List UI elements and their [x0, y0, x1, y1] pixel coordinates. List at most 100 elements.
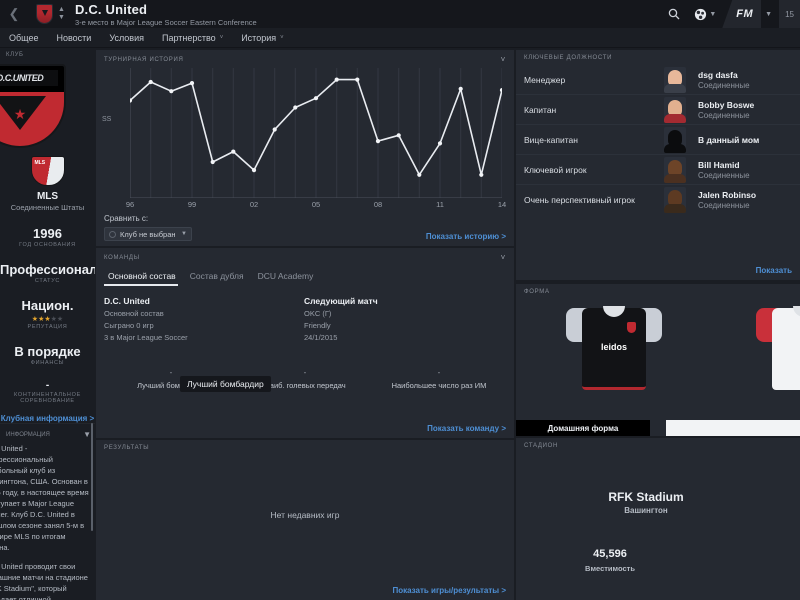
kit-gallery: leidos	[516, 298, 800, 408]
tab-academy[interactable]: DCU Academy	[257, 271, 314, 281]
nav-item-novosti[interactable]: Новости	[47, 28, 100, 48]
kits-panel: ФОРМА leidos	[516, 284, 800, 436]
chevron-down-icon[interactable]: ▼	[58, 14, 65, 21]
nav-item-obshchee[interactable]: Общее	[0, 28, 47, 48]
personnel-nationality: Соединенные	[698, 201, 750, 210]
club-crest-large: D.C.UNITED ★	[0, 60, 82, 152]
results-panel: РЕЗУЛЬТАТЫ Нет недавних игр Показать игр…	[96, 440, 514, 600]
home-kit[interactable]: leidos	[566, 298, 662, 396]
nav-label: Новости	[56, 32, 92, 43]
personnel-name: Bill Hamid	[698, 159, 740, 170]
reputation-label: РЕПУТАЦИЯ	[27, 324, 68, 330]
stat-label: Наиб. голевых передач	[264, 381, 346, 390]
stadium-city: Вашингтон	[624, 506, 668, 515]
chart-title: ТУРНИРНАЯ ИСТОРИЯ	[104, 56, 184, 63]
personnel-name: В данный мом	[698, 134, 760, 145]
compare-label: Сравнить с:	[104, 214, 149, 223]
key-personnel-row[interactable]: Очень перспективный игрок Jalen Robinso Со…	[516, 185, 800, 215]
compare-club-value: Клуб не выбран	[120, 229, 176, 239]
back-arrow-icon[interactable]: ❮	[8, 6, 20, 21]
club-country: Соединенные Штаты	[10, 203, 85, 212]
chart-plot-area	[130, 68, 502, 198]
tab-main-squad[interactable]: Основной состав	[104, 268, 186, 286]
competition-history-panel: ТУРНИРНАЯ ИСТОРИЯ ˅ SS 96 99 02 05 08 11 14 Ср…	[96, 50, 514, 246]
key-personnel-row[interactable]: Капитан Bobby Boswe Соединенные	[516, 95, 800, 125]
fm-dropdown-chevron-icon[interactable]: ▼	[765, 10, 773, 18]
globe-icon[interactable]	[687, 0, 713, 28]
globe-dropdown-chevron-icon[interactable]: ▼	[709, 10, 717, 18]
next-match-date: 24/1/2015	[304, 333, 338, 342]
chevron-down-icon[interactable]: ▼	[181, 231, 187, 237]
key-personnel-row[interactable]: Вице-капитан В данный мом	[516, 125, 800, 155]
club-switcher[interactable]: ▲ ▼	[58, 6, 65, 22]
squad-left-row-1: Основной состав	[104, 309, 164, 318]
squad-team-name: D.C. United	[104, 296, 150, 306]
away-kit[interactable]	[756, 298, 800, 396]
page-title: D.C. United	[74, 1, 148, 17]
description-paragraph-1: D.C. United - профессиональный футбольны…	[0, 444, 89, 552]
history-line-chart	[130, 68, 502, 198]
nav-item-usloviya[interactable]: Условия	[100, 28, 153, 48]
results-title: РЕЗУЛЬТАТЫ	[104, 445, 150, 451]
personnel-info: Bobby Boswe Соединенные	[698, 100, 754, 120]
tab-reserve-squad[interactable]: Состав дубля	[189, 271, 244, 281]
personnel-name: dsg dasfa	[698, 69, 738, 80]
stadium-capacity-value: 45,596	[593, 548, 627, 560]
chevron-down-icon[interactable]: ˅	[500, 55, 506, 64]
chevron-down-icon: ˅	[219, 34, 224, 41]
show-squad-link[interactable]: Показать команду >	[427, 424, 506, 433]
finance-label: ФИНАНСЫ	[30, 360, 65, 366]
fm-logo[interactable]: FM	[722, 0, 762, 28]
people-panel-header: КЛЮЧЕВЫЕ ДОЛЖНОСТИ	[516, 50, 800, 61]
stadium-panel-header: СТАДИОН	[516, 438, 800, 449]
show-history-link[interactable]: Показать историю >	[425, 232, 506, 241]
stadium-name: RFK Stadium	[608, 490, 684, 504]
chart-y-axis-label: SS	[102, 116, 112, 123]
search-icon[interactable]	[661, 0, 687, 28]
personnel-role: Очень перспективный игрок	[524, 195, 635, 205]
club-title-block: D.C. United 3-е место в Major League Soc…	[75, 2, 257, 27]
x-tick-label: 14	[497, 200, 507, 209]
reputation-value: Национ.	[21, 298, 74, 313]
chevron-up-icon[interactable]: ▲	[58, 6, 65, 13]
description-header[interactable]: ИНФОРМАЦИЯ ▼	[0, 423, 95, 441]
squad-left-row-2: Сыграно 0 игр	[104, 321, 154, 330]
personnel-nationality: Соединенные	[698, 170, 750, 180]
sidebar-scrollbar[interactable]	[91, 423, 93, 531]
competition-value: -	[45, 380, 50, 391]
club-swatch-icon	[109, 230, 116, 238]
nav-label: Условия	[109, 32, 144, 43]
stadium-panel: СТАДИОН RFK Stadium Вашингтон 45,596 Вме…	[516, 438, 800, 600]
personnel-info: dsg dasfa Соединенные	[698, 70, 750, 90]
club-description: D.C. United - профессиональный футбольны…	[0, 441, 95, 600]
key-personnel-row[interactable]: Ключевой игрок Bill Hamid Соединенные	[516, 155, 800, 185]
competition-label: КОНТИНЕНТАЛЬНОЕ СОРЕВНОВАНИЕ	[14, 392, 81, 404]
league-name: MLS	[36, 191, 59, 202]
key-personnel-row[interactable]: Менеджер dsg dasfa Соединенные	[516, 65, 800, 95]
stat-value: -	[437, 368, 441, 377]
nav-label: Партнерство	[161, 32, 216, 43]
status-value: Профессиональный	[0, 262, 95, 277]
nav-item-istoriya[interactable]: История ˅	[232, 28, 292, 48]
sidebar-section-label: КЛУБ	[6, 52, 24, 58]
founded-value: 1996	[33, 226, 62, 241]
show-personnel-link[interactable]: Показать	[755, 266, 792, 275]
chevron-down-icon[interactable]: ˅	[500, 253, 506, 262]
home-kit-caption: Домашняя форма	[516, 420, 650, 436]
nav-item-partnerstvo[interactable]: Партнерство ˅	[153, 28, 232, 48]
club-information-link[interactable]: Клубная информация >	[0, 414, 95, 423]
home-jersey-graphic: leidos	[566, 298, 662, 390]
personnel-info: Jalen Robinso Соединенные	[698, 190, 756, 210]
key-personnel-panel: КЛЮЧЕВЫЕ ДОЛЖНОСТИ Менеджер dsg dasfa Соед…	[516, 50, 800, 280]
personnel-role: Ключевой игрок	[524, 164, 587, 175]
kit-title: ФОРМА	[524, 289, 550, 295]
avatar	[664, 156, 686, 183]
stadium-capacity-label: Вместимость	[585, 564, 635, 573]
kit-panel-header: ФОРМА	[516, 284, 800, 295]
show-fixtures-link[interactable]: Показать игры/результаты >	[392, 586, 506, 595]
compare-club-dropdown[interactable]: Клуб не выбран ▼	[104, 227, 192, 241]
nav-label: История	[241, 32, 277, 43]
crest-wordmark: D.C.UNITED	[0, 70, 58, 86]
chevron-down-icon[interactable]: ▼	[83, 430, 91, 439]
